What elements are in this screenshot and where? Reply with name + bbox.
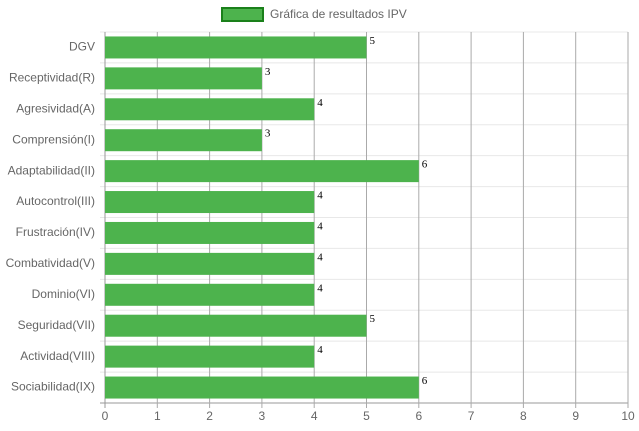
bar	[105, 314, 367, 337]
x-tick-label: 0	[102, 409, 109, 423]
y-tick-label: Agresividad(A)	[16, 101, 95, 115]
bar	[105, 191, 315, 214]
x-tick-label: 8	[520, 409, 527, 423]
bar	[105, 376, 419, 399]
y-tick-label: Actividad(VIII)	[20, 349, 95, 363]
x-tick-label: 6	[415, 409, 422, 423]
x-tick-label: 4	[311, 409, 318, 423]
y-tick-label: Dominio(VI)	[32, 287, 95, 301]
value-label: 4	[317, 220, 323, 232]
value-label: 4	[317, 190, 323, 202]
value-label: 3	[265, 66, 271, 78]
bar	[105, 283, 315, 306]
y-tick-label: Autocontrol(III)	[16, 194, 95, 208]
bar	[105, 160, 419, 183]
legend-swatch	[221, 7, 264, 22]
y-tick-label: DGV	[69, 40, 95, 54]
value-label: 4	[317, 344, 323, 356]
x-tick-label: 2	[206, 409, 213, 423]
y-tick-label: Comprensión(I)	[12, 132, 95, 146]
value-label: 6	[422, 375, 428, 387]
bar	[105, 252, 315, 275]
value-label: 4	[317, 251, 323, 263]
x-tick-label: 7	[468, 409, 475, 423]
legend-label: Gráfica de resultados IPV	[270, 7, 407, 21]
bar	[105, 129, 262, 152]
value-label: 6	[422, 159, 428, 171]
y-tick-label: Frustración(IV)	[16, 225, 95, 239]
bar	[105, 221, 315, 244]
y-tick-label: Combatividad(V)	[6, 256, 95, 270]
bar	[105, 345, 315, 368]
y-tick-label: Adaptabilidad(II)	[8, 163, 95, 177]
bar	[105, 36, 367, 59]
x-tick-label: 9	[572, 409, 579, 423]
bar	[105, 67, 262, 90]
value-label: 3	[265, 128, 271, 140]
value-label: 4	[317, 97, 323, 109]
y-tick-label: Seguridad(VII)	[18, 318, 95, 332]
bar	[105, 98, 315, 121]
x-tick-label: 10	[621, 409, 635, 423]
value-label: 4	[317, 282, 323, 294]
value-label: 5	[370, 35, 376, 47]
y-tick-label: Sociabilidad(IX)	[11, 380, 95, 394]
x-tick-label: 1	[154, 409, 161, 423]
x-tick-label: 3	[259, 409, 266, 423]
value-label: 5	[370, 313, 376, 325]
x-tick-label: 5	[363, 409, 370, 423]
y-tick-label: Receptividad(R)	[9, 71, 95, 85]
